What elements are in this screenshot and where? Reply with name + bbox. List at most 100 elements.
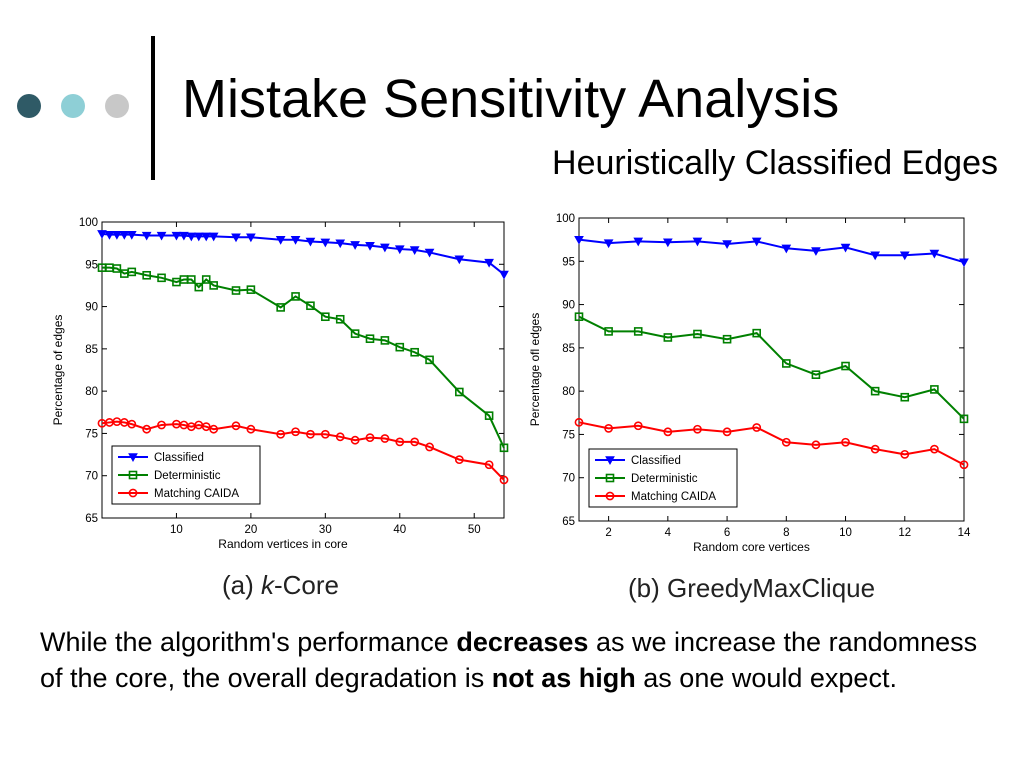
paragraph-part-1: While the algorithm's performance (40, 627, 457, 657)
gmc-data-point (693, 424, 702, 434)
gmc-data-point (959, 258, 969, 268)
kcore-data-point (112, 264, 122, 273)
kcore-series-line-2 (101, 420, 505, 481)
slide-title: Mistake Sensitivity Analysis (182, 69, 840, 129)
gmc-series-line-1 (578, 315, 965, 420)
gmc-data-point (633, 237, 644, 247)
kcore-data-point (454, 455, 464, 465)
caption-b-prefix: (b) (628, 573, 667, 603)
kcore-y-tick-label: 75 (85, 428, 98, 440)
kcore-data-point (104, 230, 115, 240)
gmc-data-point (752, 328, 761, 338)
gmc-data-point (811, 370, 821, 379)
gmc-data-point (574, 312, 584, 321)
kcore-x-axis-label: Random vertices in core (218, 537, 348, 551)
gmc-x-axis-label: Random core vertices (693, 540, 810, 554)
kcore-data-point (306, 429, 315, 439)
gmc-data-point (841, 437, 850, 447)
paragraph-part-3: as one would expect. (635, 663, 897, 693)
kcore-data-point (365, 334, 375, 344)
paragraph-part-2: as we increase the randomness of the cor… (40, 627, 978, 693)
kcore-y-tick-label: 65 (85, 513, 98, 525)
kcore-data-point (410, 347, 419, 357)
decor-dot-teal (61, 94, 85, 118)
kcore-data-point (380, 243, 390, 253)
gmc-legend-marker (605, 473, 615, 483)
gmc-data-point (870, 444, 880, 454)
kcore-data-point (127, 267, 137, 277)
paragraph-bold-2: not as high (491, 663, 636, 693)
paragraph-bold-1: decreases (456, 627, 589, 657)
gmc-data-point (959, 414, 969, 424)
kcore-data-point (499, 270, 509, 280)
kcore-data-point (291, 427, 300, 437)
caption-a-prefix: (a) (222, 570, 261, 600)
gmc-data-point (781, 244, 792, 254)
kcore-data-point (194, 282, 204, 292)
kcore-data-point (321, 312, 330, 322)
kcore-data-point (275, 236, 286, 245)
kcore-data-point (394, 245, 405, 255)
gmc-y-axis-label: Percentage ofl edges (528, 313, 542, 426)
gmc-y-tick-label: 95 (562, 256, 575, 268)
kcore-data-point (395, 437, 405, 447)
title-divider-bar (151, 36, 155, 180)
kcore-series-line-1 (102, 266, 505, 449)
kcore-data-point (112, 230, 122, 240)
kcore-y-tick-label: 100 (79, 217, 98, 229)
kcore-data-point (142, 270, 151, 280)
gmc-data-point (663, 333, 673, 342)
kcore-x-tick-label: 50 (468, 524, 481, 536)
gmc-data-point (722, 334, 732, 344)
gmc-data-point (870, 251, 881, 261)
gmc-data-point (574, 235, 584, 245)
kcore-legend-label: Matching CAIDA (154, 488, 239, 500)
kcore-data-point (186, 232, 197, 242)
kcore-data-point (209, 281, 218, 290)
gmc-data-point (603, 239, 614, 249)
kcore-data-point (380, 434, 390, 443)
gmc-y-tick-label: 100 (556, 213, 575, 225)
kcore-data-point (499, 475, 509, 485)
kcore-data-point (231, 233, 241, 243)
gmc-data-point (604, 423, 614, 433)
kcore-data-point (157, 273, 166, 283)
kcore-y-tick-label: 95 (85, 259, 98, 271)
kcore-y-axis-label: Percentage of edges (51, 315, 65, 426)
kcore-data-point (335, 239, 346, 249)
gmc-data-point (662, 238, 673, 248)
kcore-data-point (320, 238, 331, 248)
kcore-x-tick-label: 40 (393, 524, 406, 536)
greedymaxclique-chart-caption: (b) GreedyMaxClique (628, 573, 875, 604)
gmc-data-point (959, 460, 969, 470)
kcore-data-point (365, 433, 375, 443)
kcore-data-point (365, 241, 375, 251)
kcore-data-point (335, 432, 345, 442)
kcore-data-point (276, 429, 286, 439)
kcore-data-point (246, 233, 256, 243)
kcore-data-point (231, 421, 241, 431)
gmc-series-line-0 (578, 238, 965, 264)
gmc-legend-marker (605, 456, 615, 466)
gmc-x-tick-label: 10 (839, 527, 852, 539)
gmc-x-tick-label: 2 (605, 527, 611, 539)
kcore-data-point (320, 429, 330, 439)
kcore-data-point (201, 275, 211, 284)
kcore-data-point (306, 301, 315, 311)
kcore-legend-label: Classified (154, 452, 204, 464)
kcore-x-tick-label: 20 (244, 524, 257, 536)
kcore-data-point (335, 314, 345, 324)
kcore-chart-caption: (a) k-Core (222, 570, 339, 601)
caption-b-suffix: GreedyMaxClique (667, 573, 876, 603)
caption-a-suffix: -Core (274, 570, 340, 600)
kcore-x-tick-label: 30 (319, 524, 332, 536)
kcore-y-tick-label: 85 (85, 344, 98, 356)
gmc-data-point (663, 427, 673, 437)
kcore-data-point (193, 232, 204, 242)
greedymaxclique-chart: 2 4 6 8 10 12 14 65 70 75 80 85 90 95 100 Random core v… (528, 213, 971, 554)
kcore-data-point (425, 355, 434, 365)
kcore-data-point (97, 230, 107, 239)
decor-dot-grey (105, 94, 129, 118)
gmc-data-point (604, 327, 613, 336)
gmc-series-line-2 (578, 421, 965, 466)
